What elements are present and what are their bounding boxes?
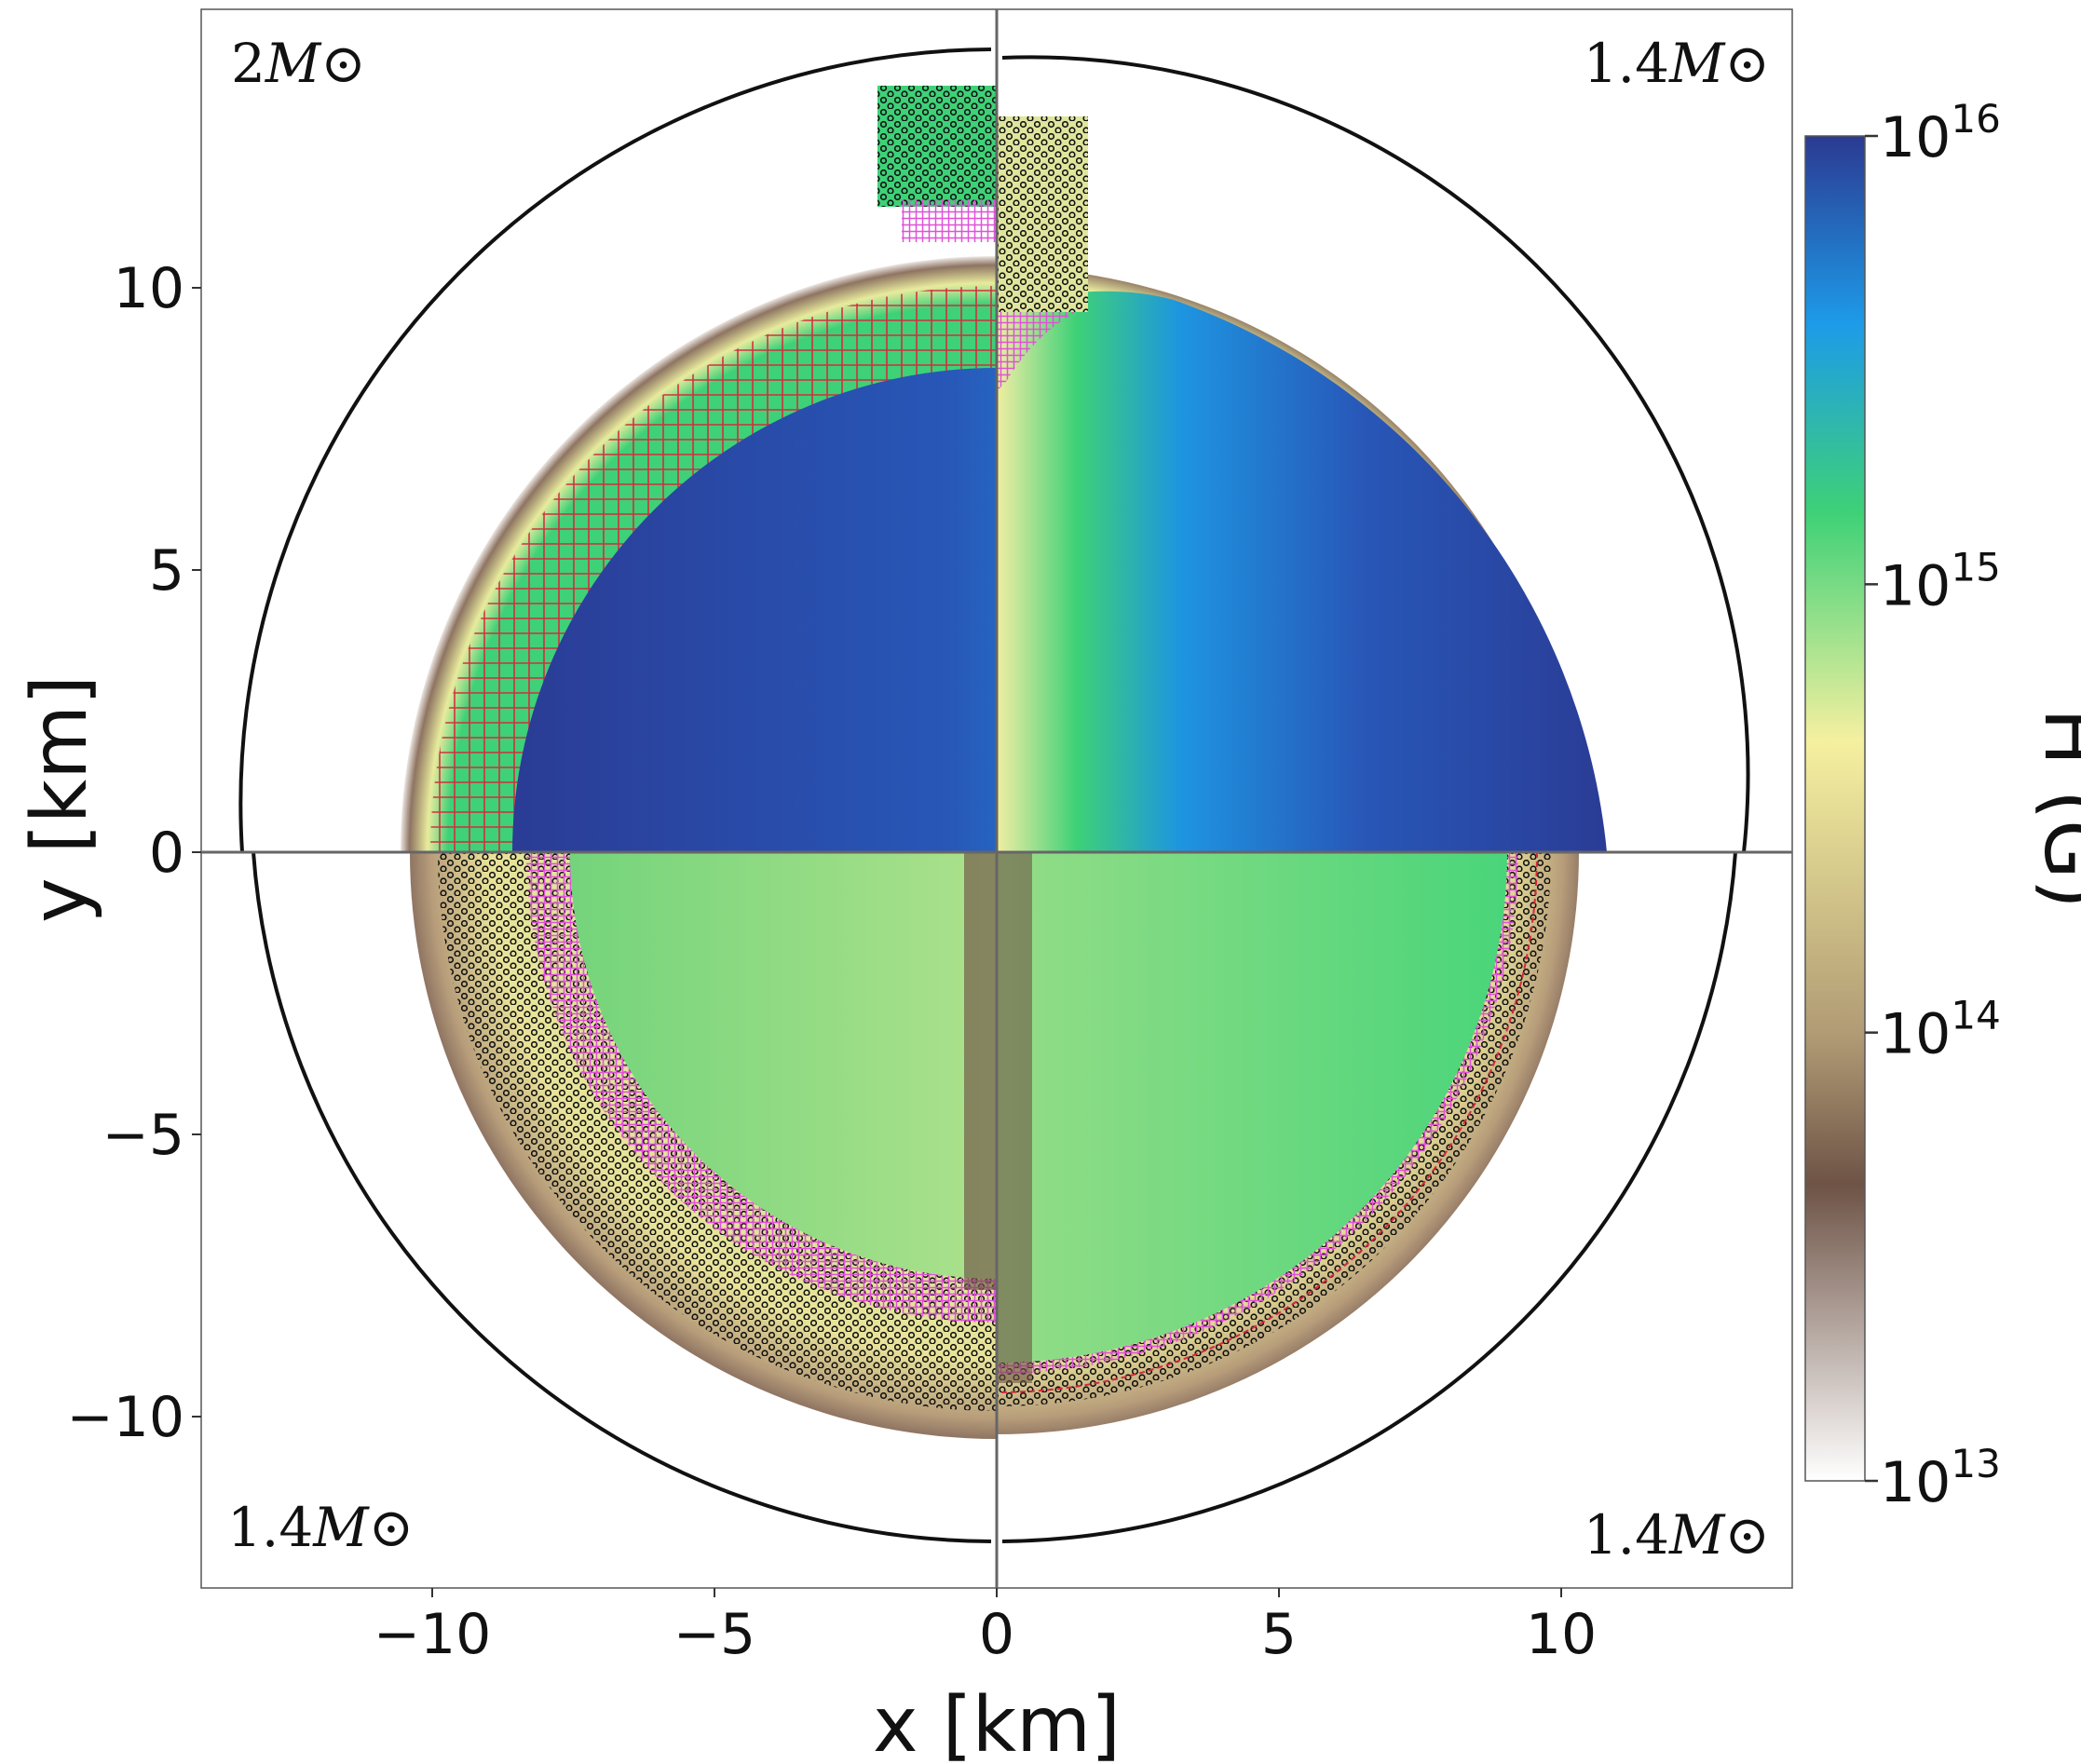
x-tick-label: 0	[979, 1602, 1014, 1667]
quadrant-bottom-left	[410, 852, 997, 1439]
colorbar-tick-label: 1013	[1880, 1441, 2001, 1515]
outer-boundary-bottom-left	[252, 851, 992, 1543]
mass-label-top-right: 1.4M⊙	[1584, 32, 1770, 95]
colorbar-title: H (G)	[2027, 708, 2081, 908]
x-tick-label: −10	[374, 1602, 492, 1667]
mass-label-bottom-right: 1.4M⊙	[1584, 1503, 1770, 1567]
x-axis: −10 −5 0 5 10	[374, 1588, 1597, 1667]
x-axis-title: x [km]	[873, 1681, 1121, 1764]
y-tick-label: 5	[149, 538, 184, 604]
y-axis: −10 −5 0 5 10	[66, 256, 201, 1450]
y-tick-label: 0	[149, 821, 184, 886]
colorbar-tick-label: 1015	[1880, 544, 2001, 618]
mass-label-bottom-left: 1.4M⊙	[227, 1496, 414, 1559]
outer-boundary-bottom-right	[1001, 851, 1737, 1543]
colorbar-tick-label: 1014	[1880, 993, 2001, 1067]
x-tick-label: −5	[673, 1602, 755, 1667]
y-tick-label: −5	[102, 1103, 184, 1168]
y-axis-title: y [km]	[16, 675, 104, 923]
outer-boundary-top-right	[1001, 55, 1750, 853]
colorbar: 1016 1015 1014 1013 H (G)	[1804, 96, 2081, 1515]
y-tick-label: 10	[114, 256, 184, 321]
quadrant-top-left	[401, 86, 997, 852]
quadrant-top-right	[997, 116, 1607, 852]
outer-boundary-top-left	[238, 47, 992, 853]
x-tick-label: 10	[1526, 1602, 1597, 1667]
y-tick-label: −10	[66, 1385, 184, 1450]
colorbar-ticks: 1016 1015 1014 1013	[1865, 96, 2001, 1515]
mass-label-top-left: 2M⊙	[231, 32, 366, 95]
colorbar-tick-label: 1016	[1880, 96, 2001, 170]
x-tick-label: 5	[1261, 1602, 1297, 1667]
colorbar-gradient	[1804, 135, 1866, 1482]
quadrant-bottom-right	[997, 852, 1579, 1434]
